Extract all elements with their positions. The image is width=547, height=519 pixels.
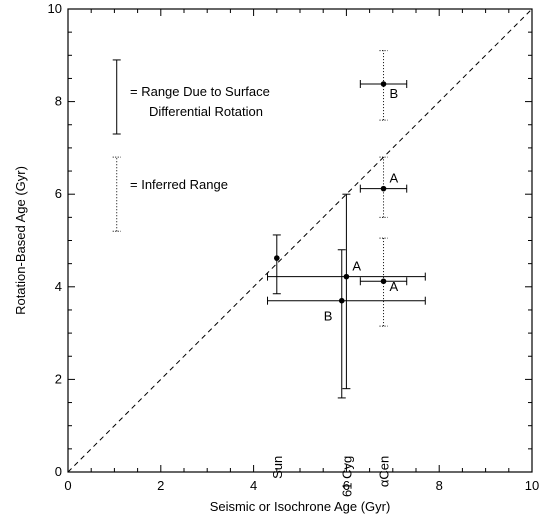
point-label: A: [390, 279, 399, 294]
y-tick-label: 4: [55, 279, 62, 294]
x-tick-label: 2: [157, 478, 164, 493]
point-label: A: [390, 171, 399, 186]
y-axis-title: Rotation-Based Age (Gyr): [13, 166, 28, 315]
data-point-group: B: [267, 249, 426, 399]
x-tick-label: 6: [343, 478, 350, 493]
x-tick-label: 8: [436, 478, 443, 493]
y-error-bar-solid: [342, 193, 351, 390]
legend-solid-bar: [112, 59, 121, 135]
data-point: [380, 185, 387, 192]
axes: 0 2 4 6 8 10 0 2 4 6 8 10 Seismic or Isochrone Age (…: [13, 1, 539, 514]
y-error-bar-solid: [337, 249, 346, 399]
y-error-bar-solid: [272, 234, 281, 295]
legend-dotted-bar: [112, 156, 121, 232]
data-point: [380, 278, 387, 285]
x-error-bar: [267, 296, 426, 305]
y-error-bar-dotted: [379, 50, 388, 121]
data-point-group: [272, 234, 281, 295]
data-point: [380, 81, 387, 87]
legend: = Range Due to Surface Differential Rotat…: [112, 59, 270, 232]
star-name-label: 61 Cyg: [339, 456, 354, 497]
data-point-group: B: [359, 50, 408, 121]
point-label: A: [352, 259, 361, 274]
reference-line-group: [67, 8, 533, 473]
one-to-one-reference-line: [67, 8, 533, 473]
point-label: B: [324, 309, 333, 324]
y-tick-label: 6: [55, 186, 62, 201]
data-points: A B A A B: [267, 50, 426, 399]
legend-dotted-label: = Inferred Range: [130, 177, 228, 192]
star-name-label: αCen: [377, 456, 392, 487]
data-point: [343, 273, 350, 280]
y-tick-label: 8: [55, 94, 62, 109]
data-point-group: A: [359, 156, 408, 218]
x-tick-label: 4: [250, 478, 257, 493]
x-tick-label: 10: [525, 478, 539, 493]
point-label: B: [390, 86, 399, 101]
star-names: Sun 61 Cyg αCen: [270, 456, 392, 497]
legend-solid-label: = Range Due to Surface: [130, 84, 270, 99]
data-point: [274, 255, 280, 261]
y-tick-label: 2: [55, 371, 62, 386]
data-point: [338, 297, 345, 304]
data-point-group: A: [359, 237, 408, 327]
x-tick-label: 0: [64, 478, 71, 493]
star-name-label: Sun: [270, 456, 285, 479]
legend-solid-label-line2: Differential Rotation: [149, 104, 263, 119]
x-axis-title: Seismic or Isochrone Age (Gyr): [210, 499, 391, 514]
data-point-group: A: [267, 193, 426, 390]
y-tick-label: 0: [55, 464, 62, 479]
y-tick-label: 10: [48, 1, 62, 16]
